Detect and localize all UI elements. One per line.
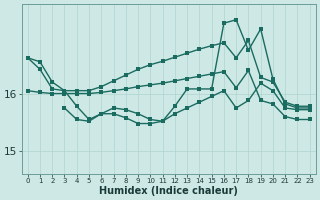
X-axis label: Humidex (Indice chaleur): Humidex (Indice chaleur) [99, 186, 238, 196]
